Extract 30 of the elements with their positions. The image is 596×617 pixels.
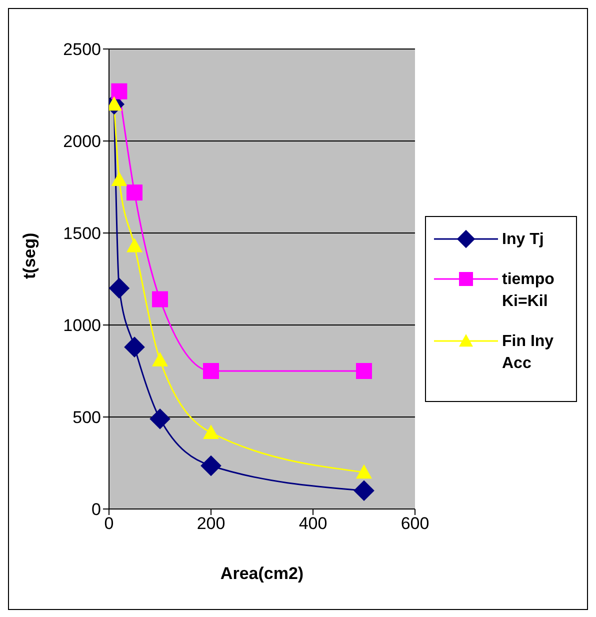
point [111, 172, 128, 186]
y-axis-title: t(seg) [20, 232, 40, 279]
x-tick-label: 600 [400, 514, 430, 534]
point [126, 184, 142, 201]
point [152, 291, 168, 308]
y-tick-label: 0 [92, 500, 101, 520]
point [111, 83, 128, 100]
point [150, 408, 170, 430]
point [109, 278, 130, 299]
x-tick-label: 200 [196, 514, 226, 534]
point [203, 424, 219, 440]
point [354, 480, 374, 501]
point [124, 336, 145, 358]
y-tick-label: 2500 [63, 40, 101, 60]
y-tick-label: 2000 [63, 132, 101, 152]
point [356, 363, 372, 379]
y-tick-label: 1000 [63, 316, 101, 336]
y-tick-label: 500 [72, 408, 101, 428]
point [200, 455, 222, 476]
point [126, 238, 142, 252]
legend-label: Iny Tj [502, 230, 545, 250]
x-tick-label: 400 [298, 514, 328, 534]
legend-label: tiempo Ki=Kil [502, 270, 556, 312]
point [356, 464, 372, 479]
point [152, 352, 168, 366]
y-tick-label: 1500 [63, 224, 101, 244]
legend-label: Fin Iny Acc [502, 332, 555, 374]
point [203, 363, 219, 379]
x-tick-label: 0 [104, 514, 114, 534]
x-axis-title: Area(cm2) [220, 564, 304, 583]
